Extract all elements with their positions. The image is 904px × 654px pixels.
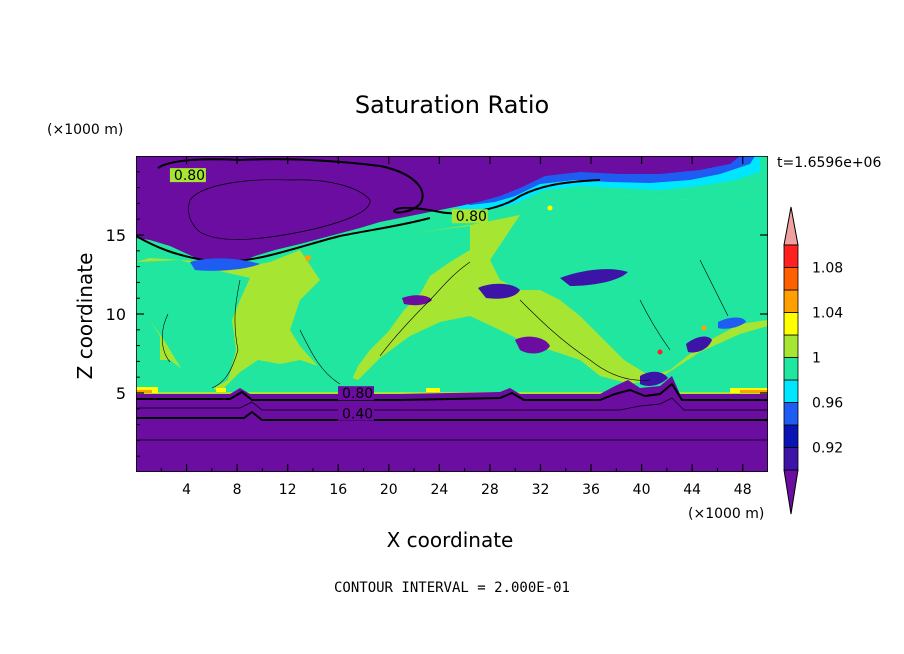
yellow-spot-mid2 <box>426 388 440 392</box>
x-tick-label: 36 <box>582 482 600 498</box>
moist-pocket-g <box>190 258 260 271</box>
x-tick-label: 24 <box>430 482 448 498</box>
colorbar-band <box>783 447 799 471</box>
x-tick-label: 12 <box>279 482 297 498</box>
mid-aqua-right <box>490 190 768 376</box>
x-tick-label: 4 <box>182 482 191 498</box>
mid-aqua-left-edge <box>136 316 160 362</box>
contour-labels: 0.80 0.80 0.80 0.40 <box>169 168 488 423</box>
x-tick-label: 32 <box>532 482 550 498</box>
colorbar-band <box>783 312 799 336</box>
mid-aqua-left <box>136 260 250 390</box>
x-tick-label: 28 <box>481 482 499 498</box>
colorbar-band <box>783 424 799 448</box>
x-tick-label: 16 <box>329 482 347 498</box>
contour-label: 0.80 <box>174 168 205 184</box>
colorbar-high-extend <box>783 206 799 246</box>
moist-pocket-c <box>560 269 628 286</box>
warm-spot-c <box>701 325 707 331</box>
moist-pocket-f <box>718 317 746 329</box>
colorbar-band <box>783 334 799 358</box>
colorbar-band <box>783 289 799 313</box>
x-tick-label: 44 <box>683 482 701 498</box>
chart-title: Saturation Ratio <box>355 91 549 119</box>
contour-label-bg <box>338 406 375 421</box>
moist-pocket-a <box>478 283 520 299</box>
orange-edge-left <box>136 390 152 393</box>
orange-edge-right <box>740 390 768 393</box>
y-axis-label: Z coordinate <box>73 253 97 380</box>
contour-040-lower <box>136 410 768 421</box>
upper-dry-region <box>136 156 740 268</box>
mid-aqua-center <box>290 226 470 384</box>
colorbar-band <box>783 379 799 403</box>
y-axis: 5 10 15 <box>106 171 768 457</box>
warm-spot-d <box>547 205 553 211</box>
contour-mid-texture <box>161 259 729 389</box>
moist-pocket-d <box>402 295 432 306</box>
contour-label-bg <box>338 386 375 401</box>
contour-080-lower <box>136 382 768 401</box>
x-tick-label: 20 <box>380 482 398 498</box>
contour-080-upper <box>136 158 601 264</box>
contour-interval-footer: CONTOUR INTERVAL = 2.000E-01 <box>334 580 570 596</box>
x-tick-label: 40 <box>633 482 651 498</box>
x-axis-label: X coordinate <box>387 528 514 552</box>
colorbar-label: 1.04 <box>812 306 843 322</box>
warm-spot-b <box>657 349 663 355</box>
yellow-spot-mid <box>216 388 226 392</box>
contour-label-bg <box>169 168 206 183</box>
moist-pocket-h <box>640 371 668 386</box>
x-axis: 4 8 12 16 20 24 28 32 36 40 44 48 <box>160 156 752 498</box>
warm-spot-a <box>305 255 311 261</box>
contour-label: 0.80 <box>456 209 487 225</box>
contour-060-lower <box>136 397 768 411</box>
colorbar-label: 0.96 <box>812 396 843 412</box>
colorbar-band <box>783 267 799 291</box>
contour-label: 0.40 <box>342 407 373 423</box>
colorbar-label: 1.08 <box>812 261 843 277</box>
contour-label-bg <box>451 209 488 224</box>
y-tick-label: 5 <box>116 384 126 403</box>
x-tick-label: 8 <box>233 482 242 498</box>
y-unit-label: (×1000 m) <box>47 122 123 138</box>
mid-aqua-lower <box>136 316 768 392</box>
colorbar-band <box>783 402 799 426</box>
colorbar-label: 1 <box>812 351 821 367</box>
contour-label: 0.80 <box>342 386 373 402</box>
colorbar-low-extend <box>783 469 799 515</box>
contour-inner-upper <box>188 179 371 240</box>
colorbar-label: 0.92 <box>812 441 843 457</box>
colorbar-band <box>783 357 799 381</box>
moist-pocket-b <box>515 336 550 354</box>
time-label: t=1.6596e+06 <box>777 155 881 171</box>
x-tick-label: 48 <box>734 482 752 498</box>
colorbar-band <box>783 244 799 268</box>
contour-field <box>136 156 768 472</box>
y-tick-label: 10 <box>106 305 126 324</box>
y-tick-label: 15 <box>106 226 126 245</box>
colorbar: 1.08 1.04 1 0.96 0.92 <box>783 206 843 515</box>
x-unit-label: (×1000 m) <box>688 506 764 522</box>
moist-pocket-e <box>686 336 712 353</box>
